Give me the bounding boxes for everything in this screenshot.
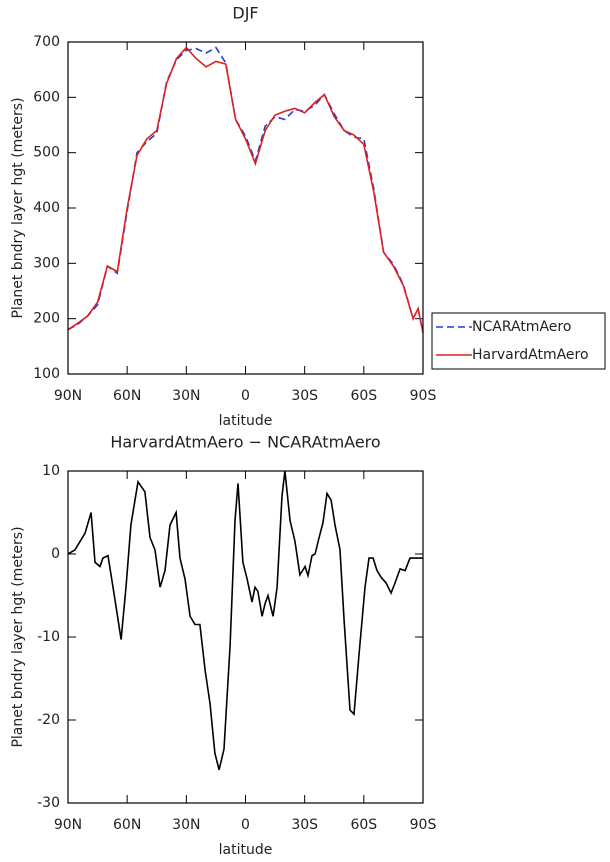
x-tick-label: 60S	[350, 388, 377, 404]
y-tick-label: 400	[33, 200, 60, 216]
data-line	[67, 470, 423, 770]
y-tick-label: 500	[33, 145, 60, 161]
x-tick-label: 60S	[350, 817, 377, 833]
chart-title: DJF	[232, 4, 258, 23]
x-tick-label: 30S	[291, 817, 318, 833]
plot-frame	[67, 470, 424, 804]
x-tick-label: 30N	[172, 388, 200, 404]
y-axis-label: Planet bndry layer hgt (meters)	[10, 97, 26, 318]
y-tick-label: 10	[42, 463, 60, 479]
legend-label: NCARAtmAero	[472, 319, 571, 335]
x-axis-label: latitude	[219, 413, 273, 429]
y-tick-label: 100	[33, 366, 60, 382]
y-tick-label: -10	[37, 629, 60, 645]
x-tick-label: 90N	[54, 388, 82, 404]
x-axis-label: latitude	[219, 842, 273, 858]
y-tick-label: 700	[33, 34, 60, 50]
x-tick-label: 90N	[54, 817, 82, 833]
legend-label: HarvardAtmAero	[472, 347, 589, 363]
legend-box	[431, 312, 606, 370]
data-line	[67, 46, 424, 333]
y-tick-label: 300	[33, 255, 60, 271]
x-tick-label: 0	[241, 388, 250, 404]
y-tick-label: -20	[37, 712, 60, 728]
chart-title: HarvardAtmAero − NCARAtmAero	[110, 433, 380, 452]
y-tick-label: 0	[51, 546, 60, 562]
x-tick-label: 60N	[113, 388, 141, 404]
y-axis-label: Planet bndry layer hgt (meters)	[10, 526, 26, 747]
x-tick-label: 30N	[172, 817, 200, 833]
x-tick-label: 90S	[410, 817, 437, 833]
y-tick-label: 200	[33, 311, 60, 327]
x-tick-label: 60N	[113, 817, 141, 833]
data-line	[67, 46, 424, 333]
x-tick-label: 0	[241, 817, 250, 833]
y-tick-label: 600	[33, 89, 60, 105]
x-tick-label: 90S	[410, 388, 437, 404]
plot-frame	[67, 41, 424, 375]
x-tick-label: 30S	[291, 388, 318, 404]
y-tick-label: -30	[37, 795, 60, 811]
